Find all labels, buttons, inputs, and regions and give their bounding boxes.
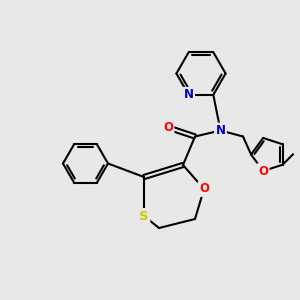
Text: O: O — [199, 182, 209, 196]
Text: S: S — [139, 209, 149, 223]
Text: O: O — [163, 121, 173, 134]
Text: N: N — [215, 124, 226, 137]
Text: O: O — [258, 164, 268, 178]
Text: N: N — [184, 88, 194, 101]
